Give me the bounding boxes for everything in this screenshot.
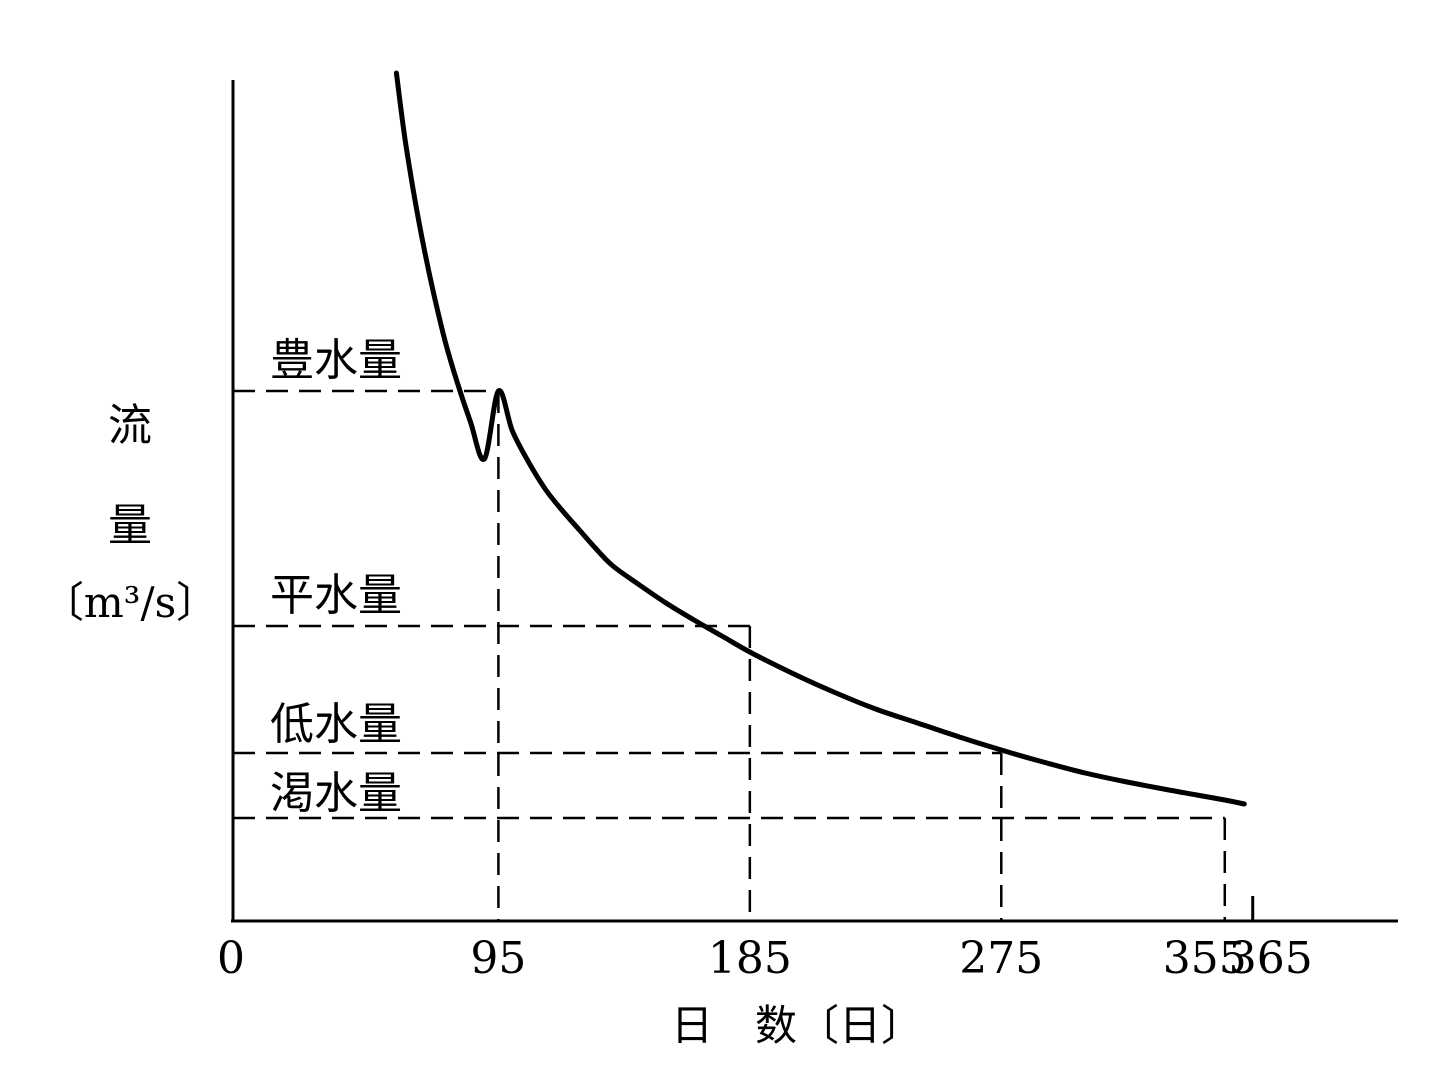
x-tick-label-275: 275 [959,933,1043,984]
y-axis-label-line-2: 量 [108,500,152,551]
level-label-1: 豊水量 [270,335,402,386]
x-tick-label-355: 355 [1163,933,1247,984]
level-lines [233,389,1227,921]
x-tick-label-185: 185 [708,933,792,984]
y-axis-label-unit: 〔m³/s〕 [42,578,218,627]
level-label-3: 低水量 [270,699,402,750]
flow-duration-curve [393,70,1247,807]
level-label-2: 平水量 [270,570,402,621]
x-axis-label: 日 数〔日〕 [671,1001,923,1050]
x-tick-label-365: 365 [1229,933,1313,984]
x-tick-label-0: 0 [217,933,245,984]
level-label-4: 渇水量 [270,768,402,819]
y-axis-label-line-1: 流 [108,400,152,451]
x-tick-label-95: 95 [470,933,526,984]
